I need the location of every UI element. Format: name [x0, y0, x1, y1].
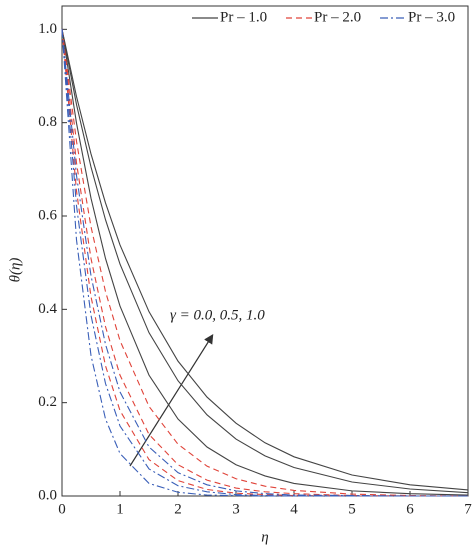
- x-tick-label: 7: [464, 501, 472, 517]
- arrow: [129, 333, 214, 467]
- y-tick-label: 0.2: [38, 394, 57, 410]
- x-tick-label: 6: [406, 501, 414, 517]
- x-tick-label: 2: [174, 501, 182, 517]
- curve: [61, 29, 468, 497]
- y-tick-label: 0.6: [38, 207, 57, 223]
- y-tick-label: 0.0: [38, 487, 57, 503]
- y-axis-label: θ(η): [7, 258, 23, 283]
- x-tick-label: 3: [232, 501, 240, 517]
- annotation: γ = 0.0, 0.5, 1.0: [170, 307, 265, 323]
- legend-label: Pr – 3.0: [408, 9, 455, 25]
- legend-label: Pr – 1.0: [220, 9, 267, 25]
- curve: [61, 29, 468, 497]
- curve: [61, 29, 468, 497]
- curve: [61, 29, 469, 494]
- x-tick-label: 4: [290, 501, 298, 517]
- x-tick-label: 1: [116, 501, 124, 517]
- y-tick-label: 0.8: [38, 114, 57, 130]
- plot-frame: [61, 5, 469, 497]
- x-tick-label: 0: [58, 501, 66, 517]
- x-tick-label: 5: [348, 501, 356, 517]
- legend-label: Pr – 2.0: [314, 9, 361, 25]
- curve: [61, 29, 469, 496]
- curve: [61, 29, 468, 497]
- curve: [61, 29, 469, 491]
- y-tick-label: 0.4: [38, 301, 57, 317]
- y-tick-label: 1.0: [38, 21, 57, 37]
- curve: [61, 29, 468, 497]
- x-axis-label: η: [261, 529, 268, 545]
- curve: [61, 29, 469, 497]
